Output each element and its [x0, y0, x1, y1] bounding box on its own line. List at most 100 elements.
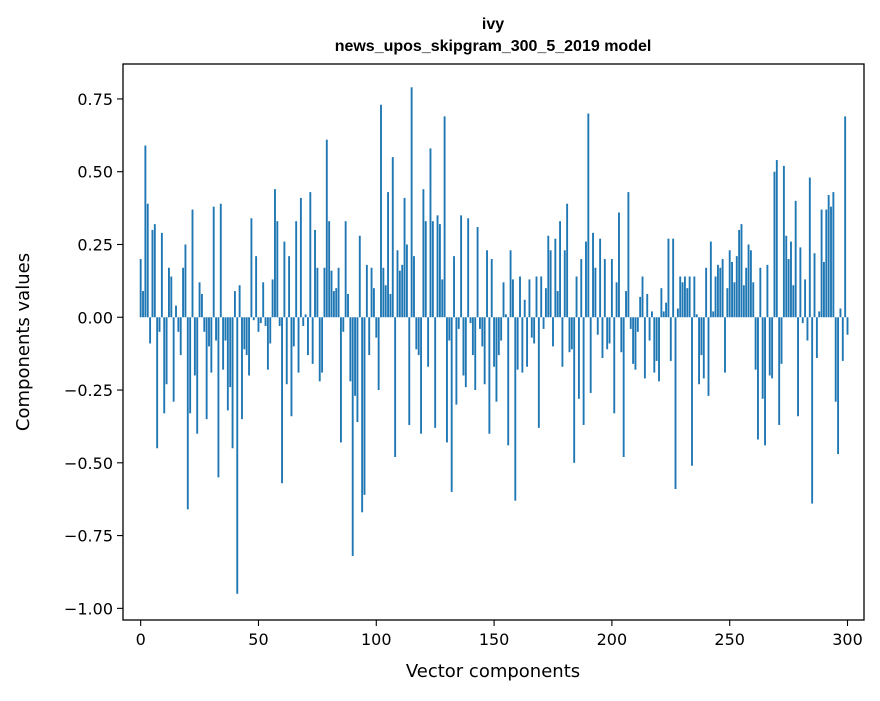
bar	[469, 317, 472, 324]
bar	[528, 279, 531, 318]
bar	[516, 317, 519, 370]
bar	[278, 317, 281, 326]
bar	[443, 116, 446, 318]
bar	[768, 317, 771, 376]
bar	[497, 317, 500, 356]
bar	[408, 317, 411, 425]
bar	[179, 317, 182, 356]
bar	[413, 256, 415, 318]
bar	[170, 276, 173, 318]
bar	[245, 317, 248, 356]
bar	[394, 317, 397, 457]
bar	[290, 317, 293, 417]
bar	[733, 282, 736, 318]
bar	[486, 250, 488, 318]
bar	[698, 317, 701, 385]
bar	[396, 250, 399, 318]
bar	[771, 317, 774, 379]
bar	[210, 317, 213, 373]
bar	[799, 247, 802, 318]
bar	[512, 279, 514, 318]
bar	[311, 317, 314, 364]
bar	[608, 317, 611, 344]
bar	[507, 317, 510, 446]
bar	[483, 317, 486, 385]
bar	[782, 165, 785, 318]
bar	[721, 259, 724, 318]
bar	[340, 317, 342, 443]
bar-series	[139, 87, 849, 594]
bar	[594, 267, 597, 318]
bar	[700, 317, 703, 356]
bar	[655, 317, 658, 361]
bar	[493, 317, 496, 367]
bar	[570, 317, 573, 350]
bar	[196, 317, 199, 434]
bar	[561, 317, 564, 367]
bar	[686, 288, 689, 318]
bar	[702, 317, 705, 379]
chart-subtitle: news_upos_skipgram_300_5_2019 model	[335, 38, 652, 55]
bar	[325, 139, 328, 318]
bar	[193, 317, 196, 376]
bar	[830, 206, 832, 318]
bar	[575, 276, 578, 318]
bar	[754, 317, 757, 370]
bar	[794, 200, 797, 318]
bar	[361, 317, 364, 513]
bar	[139, 259, 142, 318]
bar	[163, 317, 166, 414]
bar	[738, 229, 741, 318]
bar	[438, 224, 441, 318]
bar	[757, 317, 759, 440]
bar	[537, 317, 540, 428]
bar	[457, 317, 460, 329]
bar	[368, 317, 371, 356]
bar	[252, 317, 255, 321]
bar	[695, 314, 698, 318]
bar	[356, 317, 359, 423]
bar	[243, 317, 246, 350]
bar	[351, 317, 354, 556]
plot-frame	[122, 63, 865, 621]
bar	[330, 270, 333, 318]
bar	[724, 317, 726, 373]
bar	[719, 267, 722, 318]
bar	[203, 317, 206, 332]
bar	[674, 317, 677, 490]
y-axis-label: Components values	[13, 253, 34, 431]
bar	[554, 238, 557, 318]
bar	[712, 311, 715, 318]
bar	[495, 317, 498, 402]
y-tick-label: −1.00	[64, 599, 113, 618]
bar	[618, 212, 620, 318]
bar	[544, 288, 547, 318]
bar	[266, 317, 269, 370]
bar	[182, 267, 185, 318]
bar	[222, 317, 225, 370]
bar	[229, 317, 232, 388]
bar	[530, 317, 533, 338]
bar	[307, 317, 309, 356]
bar	[318, 317, 321, 382]
bar	[556, 291, 559, 318]
bar	[514, 317, 517, 501]
bar	[462, 317, 465, 376]
bar	[610, 259, 613, 318]
bar	[521, 317, 524, 373]
bar	[398, 270, 401, 318]
bar	[146, 203, 149, 318]
bar	[792, 285, 795, 318]
bar	[479, 317, 481, 329]
bar	[186, 317, 189, 510]
bar	[250, 218, 253, 318]
bar	[780, 317, 783, 364]
bar	[749, 250, 752, 318]
x-tick-label: 100	[361, 630, 392, 649]
x-tick-label: 50	[248, 630, 268, 649]
bar	[292, 317, 295, 347]
bar	[549, 250, 552, 318]
bar	[288, 256, 291, 318]
bar	[446, 317, 448, 443]
bar	[804, 279, 807, 318]
